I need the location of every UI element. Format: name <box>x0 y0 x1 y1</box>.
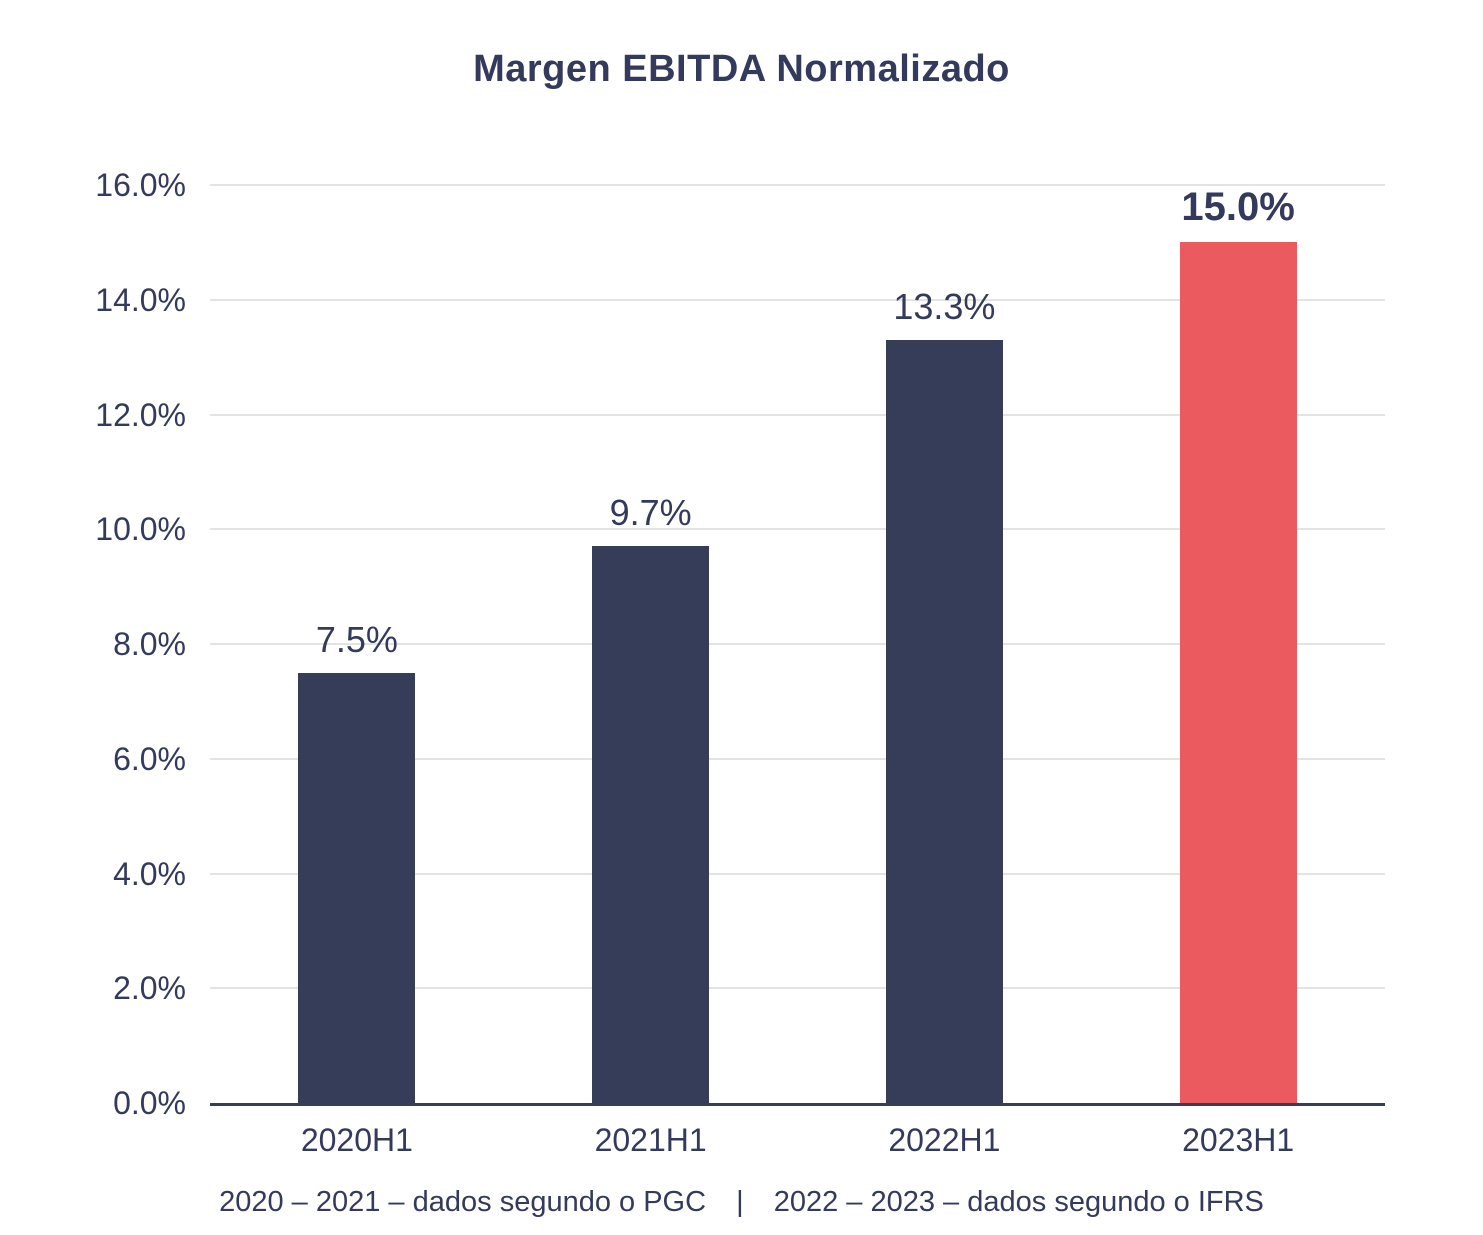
x-axis-label-2021H1: 2021H1 <box>594 1122 707 1158</box>
footnote-left: 2020 – 2021 – dados segundo o PGC <box>219 1186 707 1218</box>
bar-2021H1 <box>592 546 710 1103</box>
gridline-14.0% <box>210 298 1385 301</box>
footnote: 2020 – 2021 – dados segundo o PGC | 2022… <box>0 1186 1483 1219</box>
gridline-12.0% <box>210 413 1385 416</box>
y-tick-label-16.0%: 16.0% <box>95 167 186 203</box>
x-axis-label-2023H1: 2023H1 <box>1182 1122 1295 1158</box>
y-tick-label-0.0%: 0.0% <box>113 1085 186 1121</box>
y-tick-label-14.0%: 14.0% <box>95 281 186 318</box>
bar-value-label-2021H1: 9.7% <box>609 492 692 534</box>
bar-2023H1 <box>1179 242 1297 1103</box>
gridline-8.0% <box>210 643 1385 645</box>
plot-area <box>210 184 1385 1106</box>
y-tick-label-10.0%: 10.0% <box>95 511 186 548</box>
bar-value-label-2022H1: 13.3% <box>893 285 996 327</box>
footnote-right: 2022 – 2023 – dados segundo o IFRS <box>773 1186 1264 1218</box>
x-axis-label-2022H1: 2022H1 <box>888 1122 1001 1158</box>
y-tick-label-2.0%: 2.0% <box>113 970 186 1007</box>
y-tick-label-6.0%: 6.0% <box>113 740 186 777</box>
gridline-4.0% <box>210 872 1385 875</box>
bar-2022H1 <box>885 339 1003 1103</box>
gridline-2.0% <box>210 987 1385 990</box>
chart-title: Margen EBITDA Normalizado <box>473 48 1010 90</box>
gridline-10.0% <box>210 528 1385 531</box>
bar-value-label-2020H1: 7.5% <box>315 618 398 660</box>
y-tick-label-8.0%: 8.0% <box>113 626 186 662</box>
gridline-6.0% <box>210 757 1385 760</box>
bar-value-label-2023H1: 15.0% <box>1181 185 1295 230</box>
x-axis-label-2020H1: 2020H1 <box>300 1122 413 1158</box>
bar-2020H1 <box>298 672 416 1103</box>
y-tick-label-12.0%: 12.0% <box>95 396 186 433</box>
footnote-separator: | <box>736 1186 744 1218</box>
y-tick-label-4.0%: 4.0% <box>113 855 186 892</box>
gridline-16.0% <box>210 184 1385 186</box>
